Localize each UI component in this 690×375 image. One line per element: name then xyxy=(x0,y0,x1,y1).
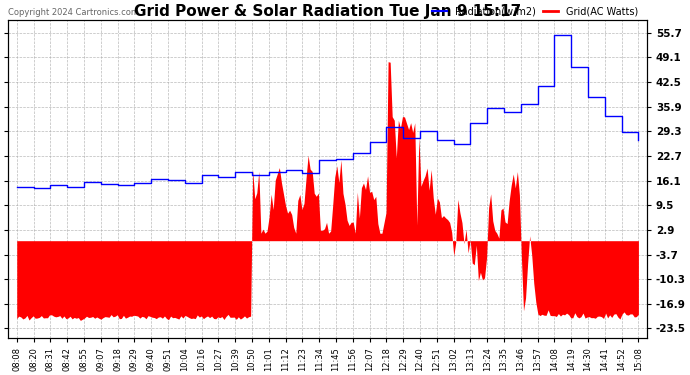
Text: Copyright 2024 Cartronics.com: Copyright 2024 Cartronics.com xyxy=(8,8,139,17)
Legend: Radiation(w/m2), Grid(AC Watts): Radiation(w/m2), Grid(AC Watts) xyxy=(428,3,642,21)
Title: Grid Power & Solar Radiation Tue Jan 9 15:17: Grid Power & Solar Radiation Tue Jan 9 1… xyxy=(134,4,521,19)
